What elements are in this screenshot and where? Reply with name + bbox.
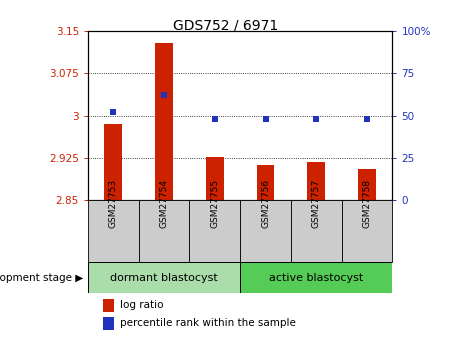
- Text: GSM27754: GSM27754: [160, 179, 169, 228]
- Point: [110, 109, 117, 115]
- Text: GSM27755: GSM27755: [210, 179, 219, 228]
- Bar: [103, 299, 114, 312]
- Point: [262, 116, 269, 122]
- Bar: [308, 162, 325, 200]
- Bar: [291, 200, 342, 262]
- Bar: [358, 169, 376, 200]
- Text: GSM27757: GSM27757: [312, 179, 321, 228]
- Point: [364, 116, 371, 122]
- Point: [313, 116, 320, 122]
- Text: log ratio: log ratio: [120, 300, 164, 310]
- Text: GDS752 / 6971: GDS752 / 6971: [173, 19, 278, 33]
- Text: development stage ▶: development stage ▶: [0, 273, 83, 283]
- Text: dormant blastocyst: dormant blastocyst: [110, 273, 218, 283]
- Text: GSM27753: GSM27753: [109, 179, 118, 228]
- Text: GSM27758: GSM27758: [363, 179, 372, 228]
- Point: [211, 116, 218, 122]
- Text: percentile rank within the sample: percentile rank within the sample: [120, 318, 296, 328]
- Bar: [103, 317, 114, 330]
- Bar: [257, 165, 274, 200]
- Bar: [342, 200, 392, 262]
- Bar: [240, 200, 291, 262]
- Bar: [88, 262, 240, 293]
- Bar: [206, 157, 224, 200]
- Bar: [139, 200, 189, 262]
- Text: active blastocyst: active blastocyst: [269, 273, 364, 283]
- Bar: [155, 43, 173, 200]
- Bar: [189, 200, 240, 262]
- Bar: [240, 262, 392, 293]
- Point: [161, 92, 168, 98]
- Bar: [105, 124, 122, 200]
- Text: GSM27756: GSM27756: [261, 179, 270, 228]
- Bar: [88, 200, 139, 262]
